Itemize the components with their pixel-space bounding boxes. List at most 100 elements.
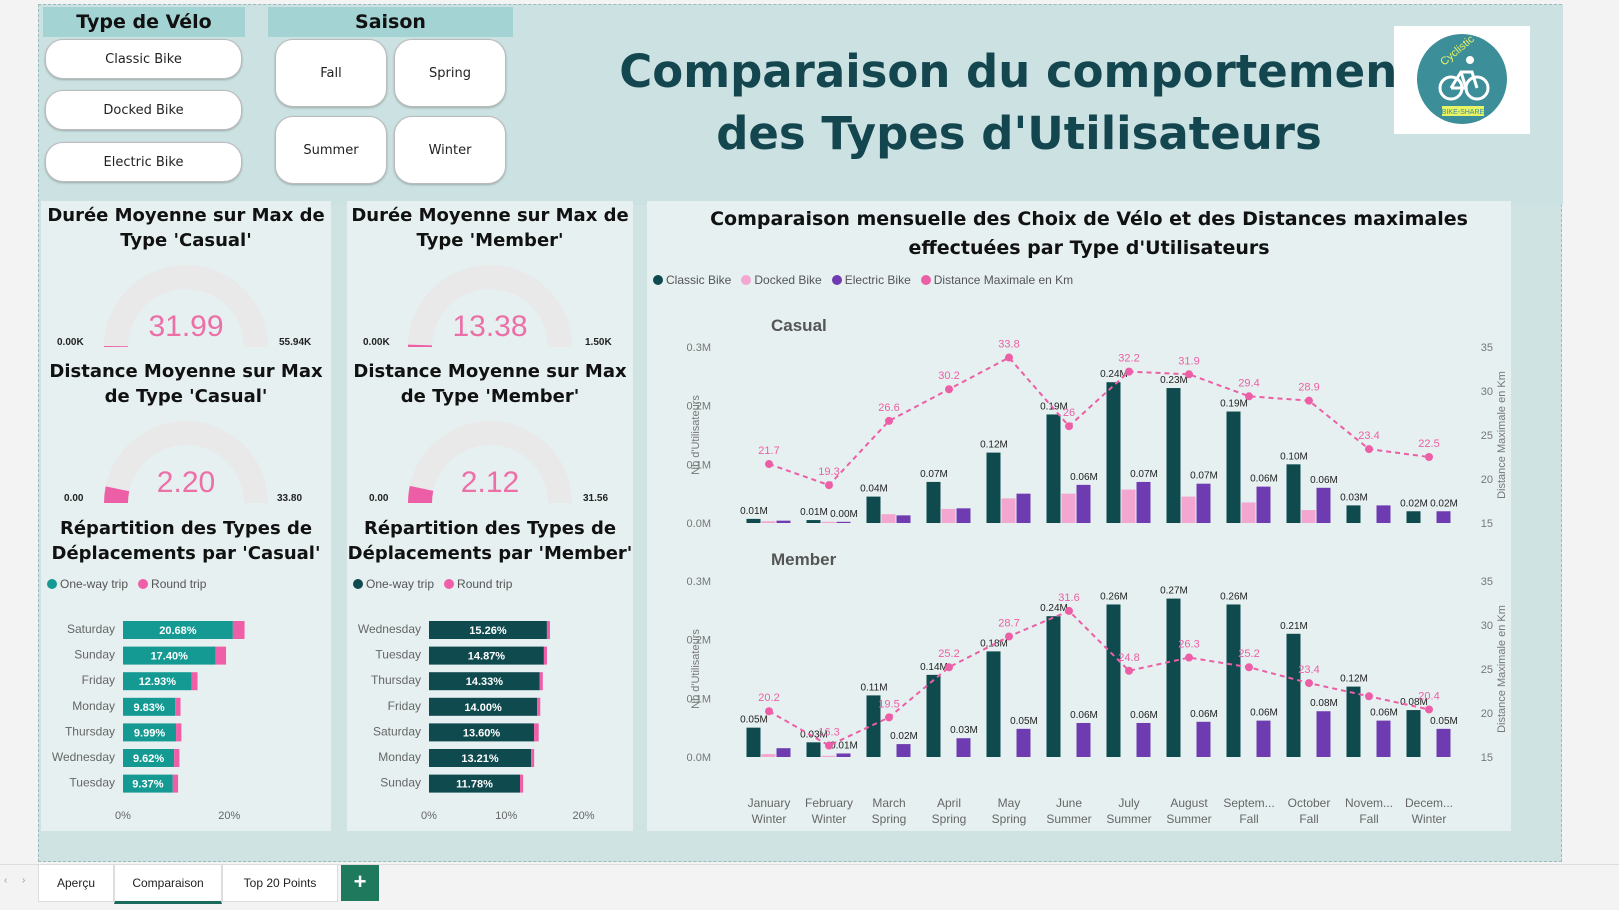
slicer-option-spring[interactable]: Spring (394, 39, 506, 107)
bar-data-label: 0.06M (1250, 708, 1278, 719)
bar-data-label: 0.24M (1100, 369, 1128, 380)
distance-point (1065, 422, 1073, 431)
member-distance-value: 2.12 (460, 466, 520, 499)
bar-electric (1436, 728, 1451, 757)
slicer-option-docked-bike[interactable]: Docked Bike (45, 90, 242, 130)
bar-electric (836, 753, 851, 757)
cyclistic-logo: Cyclistic BIKE-SHARE (1394, 26, 1530, 134)
trip-data-label: 11.78% (456, 779, 493, 791)
x-axis-season: Winter (752, 812, 787, 826)
bar-classic (746, 727, 761, 757)
bar-data-label: 0.19M (1040, 401, 1068, 412)
y-axis-tick: 0.2M (687, 635, 711, 647)
bar-electric (896, 515, 911, 523)
distance-point (1125, 367, 1133, 376)
bar-data-label: 0.00M (830, 509, 858, 520)
slicer-option-winter[interactable]: Winter (394, 116, 506, 184)
trip-day-label: Friday (82, 673, 115, 687)
casual-distance-gauge-fill (104, 486, 130, 503)
bar-docked (941, 508, 956, 523)
bar-docked (761, 521, 776, 523)
trip-bar-one-way (429, 723, 535, 742)
casual-trip-title: Répartition des Types de Déplacements pa… (51, 518, 321, 564)
y2-axis-tick: 35 (1481, 576, 1493, 588)
bar-data-label: 0.02M (1430, 498, 1458, 509)
trip-day-label: Saturday (67, 622, 115, 636)
distance-line (768, 609, 1430, 747)
trip-bar-one-way (429, 621, 547, 639)
member-distance-title: Distance Moyenne sur Max de Type 'Member… (353, 361, 627, 407)
distance-point (1005, 632, 1013, 641)
member-trip-legend: One-way trip Round trip (353, 577, 512, 591)
trip-bar-round (175, 697, 181, 716)
trip-axis-tick: 0% (421, 810, 437, 822)
distance-data-label: 32.2 (1118, 353, 1139, 365)
distance-data-label: 33.8 (998, 339, 1019, 351)
y-axis-label: Nb d'Utilisateurs (690, 629, 702, 709)
distance-data-label: 28.9 (1298, 382, 1319, 394)
bar-electric (776, 520, 791, 523)
trip-bar-one-way (429, 646, 544, 665)
distance-data-label: 23.4 (1298, 664, 1319, 676)
y2-axis-tick: 25 (1481, 430, 1493, 442)
trip-bar-round (191, 672, 198, 691)
bar-classic (1286, 464, 1301, 523)
y2-axis-label: Distance Maximale en Km (1496, 371, 1508, 499)
bar-data-label: 0.14M (920, 662, 948, 673)
trip-day-label: Monday (378, 750, 421, 764)
legend-marker (741, 275, 752, 285)
bar-electric (836, 521, 851, 523)
legend-one-way: One-way trip (60, 577, 129, 591)
trip-bar-one-way (123, 646, 216, 665)
y-axis-tick: 0.0M (687, 752, 711, 764)
trip-axis-tick: 0% (115, 810, 131, 822)
y-axis-tick: 0.0M (687, 518, 711, 530)
bar-data-label: 0.03M (1340, 492, 1368, 503)
distance-point (945, 385, 953, 394)
distance-point (1365, 445, 1373, 454)
trip-data-label: 13.60% (463, 727, 501, 739)
slicer-option-classic-bike[interactable]: Classic Bike (45, 39, 242, 79)
add-page-button[interactable]: + (341, 865, 379, 901)
bar-data-label: 0.06M (1070, 710, 1098, 721)
slicer-option-electric-bike[interactable]: Electric Bike (45, 142, 242, 182)
distance-data-label: 16.3 (818, 727, 839, 739)
member-duration-gauge (408, 265, 572, 347)
bar-docked (1001, 498, 1016, 523)
bar-data-label: 0.12M (980, 440, 1008, 451)
tab-top-20-points[interactable]: Top 20 Points (222, 865, 338, 902)
bar-classic (1106, 382, 1121, 523)
trip-axis-tick: 20% (218, 810, 240, 822)
distance-point (765, 460, 773, 469)
bar-data-label: 0.06M (1190, 709, 1218, 720)
distance-point (945, 663, 953, 672)
bar-docked (821, 521, 836, 523)
tab-apercu[interactable]: Aperçu (38, 865, 114, 902)
bar-data-label: 0.03M (800, 729, 828, 740)
slicer-option-fall[interactable]: Fall (275, 39, 387, 107)
casual-distance-min: 0.00 (64, 493, 84, 504)
distance-data-label: 31.9 (1178, 355, 1199, 367)
monthly-chart-title: Comparaison mensuelle des Choix de Vélo … (710, 208, 1468, 259)
x-axis-season: Summer (1046, 812, 1091, 826)
scroll-right-icon[interactable]: › (22, 875, 26, 886)
bar-data-label: 0.11M (860, 682, 887, 693)
tab-comparaison[interactable]: Comparaison (114, 865, 222, 904)
x-axis-season: Winter (1412, 812, 1447, 826)
bar-data-label: 0.27M (1160, 586, 1188, 597)
scroll-left-icon[interactable]: ‹ (4, 875, 8, 886)
report-canvas: Type de Vélo Classic Bike Docked Bike El… (38, 4, 1563, 862)
monthly-combo-chart: Casual 0.0M 0.1M 0.2M 0.3M 15 20 25 30 35 Nb d'Uti… (687, 316, 1508, 826)
casual-duration-min: 0.00K (57, 337, 84, 348)
bar-electric (1076, 484, 1091, 523)
distance-data-label: 20.2 (758, 692, 779, 704)
member-distance-min: 0.00 (369, 493, 389, 504)
x-axis-season: Spring (872, 812, 907, 826)
y-axis-label: Nb d'Utilisateurs (690, 395, 702, 475)
x-axis-month: January (748, 796, 791, 810)
bar-data-label: 0.12M (1340, 674, 1368, 685)
bar-electric (1376, 720, 1391, 757)
trip-bar-round (534, 723, 539, 742)
trip-data-label: 9.83% (134, 702, 165, 714)
slicer-option-summer[interactable]: Summer (275, 116, 387, 184)
